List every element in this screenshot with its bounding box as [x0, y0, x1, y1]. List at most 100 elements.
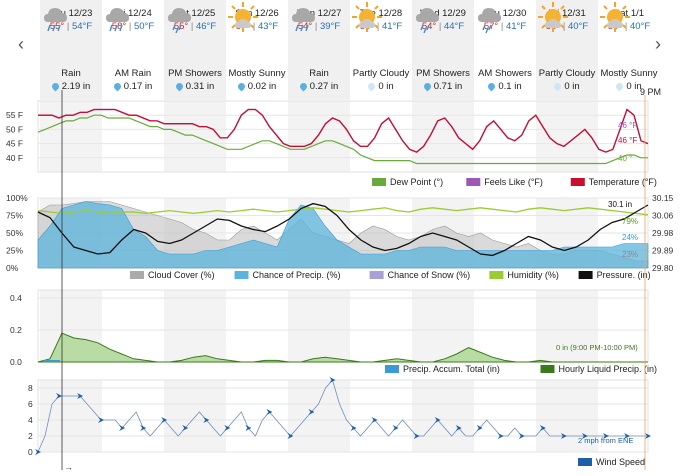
day-low: 46°F [195, 21, 217, 32]
day-temps: 55° | 54°F [49, 21, 93, 32]
y-tick-label: 25% [6, 246, 23, 256]
legend-label: Pressure. (in) [597, 270, 651, 280]
day-high: 58° [111, 21, 127, 32]
day-low: 54°F [71, 21, 93, 32]
day-date: Fri 12/24 [114, 8, 152, 19]
end-label: 46 °F [618, 136, 637, 145]
legend-swatch [570, 178, 585, 186]
wind-arrow-icon [581, 433, 588, 439]
day-precip: 0 in [536, 81, 598, 92]
day-low: 50°F [133, 21, 155, 32]
series-area [37, 332, 648, 363]
day-low: 39°F [319, 21, 341, 32]
day-condition: PM Showers [416, 68, 470, 79]
sun-cloud-icon [536, 2, 598, 68]
next-arrow-icon[interactable]: › [655, 34, 661, 54]
day-band [40, 101, 102, 172]
day-date: Fri 12/31 [548, 8, 586, 19]
end-label: 40 ° [618, 154, 632, 163]
prev-arrow-icon[interactable]: ‹ [18, 34, 24, 54]
y-tick-label: 8 [28, 383, 33, 393]
end-label: 0 in (9:00 PM-10:00 PM) [556, 343, 638, 352]
legend-label: Feels Like (°F) [484, 177, 543, 187]
wind-arrow-icon [497, 433, 504, 439]
showers-icon [412, 8, 474, 68]
legend-label: Chance of Snow (%) [388, 270, 471, 280]
day-condition: Rain [309, 68, 329, 79]
wind-arrow-icon [161, 417, 168, 423]
day-low: 40°F [629, 21, 651, 32]
legend-label: Precip. Accum. Total (in) [403, 364, 500, 374]
day-condition: Partly Cloudy [352, 68, 410, 79]
y-tick-label: 0% [6, 263, 19, 273]
wind-arrow-icon [266, 409, 273, 415]
day-precip-value: 0 in [626, 81, 642, 92]
legend-label: Hourly Liquid Precip. (in) [559, 364, 658, 374]
wind-arrow-icon [308, 409, 315, 415]
wind-arrow-icon [539, 425, 546, 431]
day-precip: 0.31 in [164, 81, 226, 92]
arrow-right-icon: → [64, 462, 73, 472]
y-tick-label: 6 [28, 399, 33, 409]
day-low: 44°F [443, 21, 465, 32]
y-tick-label: 100% [6, 193, 28, 203]
series-line [37, 379, 648, 453]
day-precip-value: 0.31 in [185, 81, 215, 92]
wind-arrow-icon [371, 417, 378, 423]
wind-arrow-icon [245, 425, 252, 431]
y-tick-label: 45 F [6, 139, 23, 149]
day-band [40, 380, 102, 452]
day-low: 40°F [567, 21, 589, 32]
legend-swatch [130, 271, 144, 279]
legend-label: Chance of Precip. (%) [253, 270, 341, 280]
day-precip: 0 in [598, 81, 660, 92]
wind-arrow-icon [140, 425, 147, 431]
day-precip-value: 0.27 in [309, 81, 339, 92]
day-date: Thu 12/30 [483, 8, 527, 19]
legend-label: Temperature (°F) [589, 177, 657, 187]
y-tick-label: 4 [28, 415, 33, 425]
wind-arrow-icon [119, 425, 126, 431]
day-high: 54° [297, 21, 313, 32]
y-tick-label: 0.4 [10, 293, 22, 303]
y-tick-label: 55 F [6, 110, 23, 120]
day-band [288, 101, 350, 172]
legend-swatch [578, 458, 592, 466]
y-tick-label: 50 F [6, 124, 23, 134]
series-line [37, 202, 649, 257]
wind-arrow-icon [560, 433, 567, 439]
day-low: 41°F [505, 21, 527, 32]
day-precip-value: 0.71 in [433, 81, 463, 92]
wind-arrow-icon [455, 425, 462, 431]
legend-swatch [489, 271, 504, 279]
day-precip-value: 0 in [564, 81, 580, 92]
day-date: Sat 1/1 [613, 8, 645, 19]
day-condition: Partly Cloudy [538, 68, 596, 79]
rain-icon [102, 8, 164, 68]
day-column[interactable]: Mon 12/27 54° | 39°F Rain 0.27 in [288, 0, 350, 100]
day-low: 43°F [257, 21, 279, 32]
y2-tick-label: 29.89 [652, 246, 674, 256]
day-date: Thu 12/23 [49, 8, 93, 19]
day-column[interactable]: Thu 12/23 55° | 54°F Rain 2.19 in [40, 0, 102, 100]
day-precip: 0.02 in [226, 81, 288, 92]
day-temps: 58° | 50°F [111, 21, 155, 32]
day-precip: 0 in [350, 81, 412, 92]
legend-swatch [578, 271, 593, 279]
wind-arrow-icon [623, 433, 630, 439]
y-tick-label: 0 [28, 447, 33, 457]
showers-icon [164, 8, 226, 68]
end-label: 23% [622, 250, 638, 259]
day-precip: 0.27 in [288, 81, 350, 92]
day-column[interactable]: Fri 12/24 58° | 50°F AM Rain 0.17 in [102, 0, 164, 100]
day-precip: 0.71 in [412, 81, 474, 92]
day-precip-value: 2.19 in [61, 81, 91, 92]
